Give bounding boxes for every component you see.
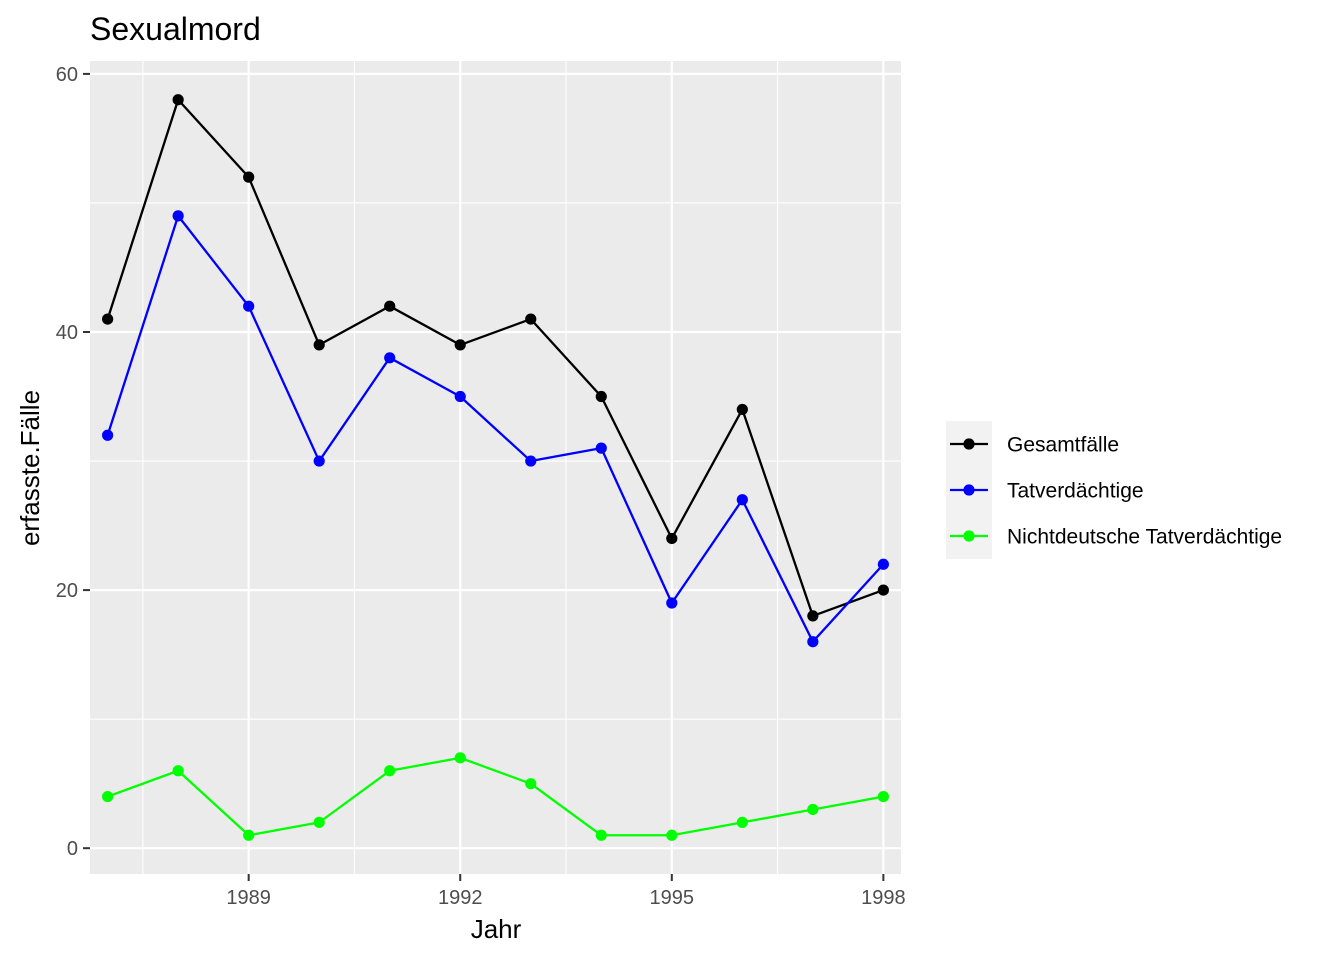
- data-point: [102, 790, 114, 803]
- data-point: [736, 403, 748, 416]
- legend-label: Gesamtfälle: [1007, 434, 1119, 457]
- data-point: [666, 597, 678, 609]
- plot-panel: [90, 61, 901, 874]
- data-point: [525, 778, 537, 790]
- x-tick-label: 1998: [861, 887, 906, 909]
- data-point: [102, 313, 114, 325]
- data-point: [595, 829, 607, 841]
- y-axis-title: erfasste.Fälle: [15, 390, 45, 546]
- data-point: [525, 313, 537, 325]
- data-point: [454, 390, 466, 403]
- axes-layer: 1989 1992 1995 1998 0 20 40 60: [56, 64, 906, 909]
- x-tick-label: 1989: [226, 887, 271, 909]
- data-point: [736, 494, 748, 506]
- data-point: [454, 752, 466, 764]
- x-tick-label: 1992: [438, 887, 483, 909]
- data-point: [666, 829, 678, 841]
- series-layer: [102, 94, 889, 841]
- data-point: [313, 339, 325, 351]
- data-point: [736, 816, 748, 828]
- data-point: [807, 636, 819, 648]
- data-point: [102, 429, 114, 441]
- data-point: [877, 790, 889, 803]
- y-tick-label: 40: [56, 322, 78, 344]
- legend: Gesamtfälle Tatverdächtige Nichtdeutsche T…: [946, 421, 1282, 559]
- data-point: [384, 300, 396, 312]
- data-point: [877, 584, 889, 596]
- y-tick-label: 20: [56, 580, 78, 602]
- x-axis-title: Jahr: [471, 914, 522, 944]
- data-point: [595, 390, 607, 403]
- data-point: [384, 765, 396, 777]
- data-point: [172, 94, 184, 106]
- series-line-1: [106, 98, 884, 618]
- legend-key-point: [963, 438, 975, 450]
- legend-key-point: [963, 484, 975, 496]
- data-point: [243, 300, 255, 312]
- y-tick-label: 0: [67, 838, 78, 860]
- x-tick-label: 1995: [650, 887, 695, 909]
- data-point: [666, 532, 678, 545]
- chart-title: Sexualmord: [90, 11, 261, 47]
- data-point: [313, 816, 325, 828]
- data-point: [525, 455, 537, 467]
- data-point: [807, 803, 819, 816]
- data-point: [384, 352, 396, 364]
- data-point: [877, 558, 889, 570]
- data-point: [807, 610, 819, 622]
- legend-key-point: [963, 530, 975, 542]
- legend-label: Nichtdeutsche Tatverdächtige: [1007, 526, 1282, 549]
- series-line-2: [106, 214, 885, 643]
- data-point: [172, 765, 184, 777]
- y-tick-label: 60: [56, 64, 78, 86]
- data-point: [172, 210, 184, 222]
- data-point: [243, 829, 255, 841]
- data-point: [595, 442, 607, 454]
- minor-gridlines: [90, 61, 901, 874]
- legend-label: Tatverdächtige: [1007, 480, 1144, 503]
- data-point: [313, 455, 325, 467]
- data-point: [243, 171, 255, 183]
- series-line-3: [107, 756, 884, 837]
- data-point: [454, 339, 466, 351]
